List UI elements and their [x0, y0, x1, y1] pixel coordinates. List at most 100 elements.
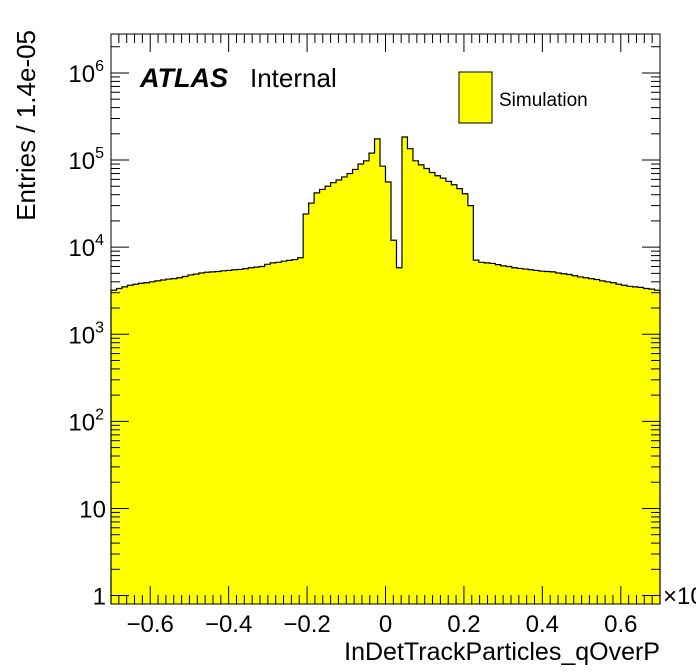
histogram-bin: [275, 262, 282, 604]
y-tick-label: 102: [68, 406, 104, 436]
x-axis-multiplier: ×10: [663, 583, 696, 610]
plot-area: [110, 136, 661, 605]
histogram-bin: [522, 269, 529, 604]
histogram-bin: [638, 287, 645, 604]
histogram-bin: [248, 267, 255, 604]
histogram-bin: [649, 289, 656, 604]
histogram-bin: [149, 281, 156, 604]
histogram-bin: [621, 285, 628, 604]
histogram-bin: [319, 189, 326, 604]
histogram-bin: [610, 282, 617, 604]
histogram-bin: [182, 276, 189, 604]
histogram-bin: [566, 274, 573, 604]
axes: −0.6 −0.4 −0.2 0 0.2 0.4 0.6 1 10 102 103 104 105 106: [68, 33, 661, 638]
histogram-bin: [286, 260, 293, 604]
histogram-bin: [363, 160, 370, 604]
histogram-bin: [308, 203, 315, 605]
histogram-bin: [143, 282, 151, 604]
y-tick-label: 105: [68, 145, 104, 175]
histogram-bin: [352, 169, 359, 604]
histogram-bin: [121, 286, 129, 604]
histogram-bin: [511, 267, 518, 604]
histogram-bin: [242, 268, 249, 604]
histogram-bin: [500, 265, 507, 604]
histogram-bin: [583, 277, 590, 604]
histogram-bin: [303, 214, 310, 604]
y-tick-label: 103: [68, 319, 104, 349]
y-tick-label: 104: [68, 232, 104, 262]
histogram-bin: [528, 269, 535, 604]
histogram-bin: [484, 262, 491, 604]
histogram-bin: [336, 180, 343, 604]
histogram-bin: [539, 271, 546, 604]
histogram-bin: [226, 270, 233, 604]
atlas-status-label: Internal: [250, 63, 337, 93]
histogram-bin: [341, 176, 348, 604]
histogram-bin: [385, 181, 392, 604]
histogram-bin: [347, 173, 354, 604]
histogram-bin: [577, 276, 584, 604]
legend-label: Simulation: [499, 90, 588, 111]
histogram-bin: [440, 178, 447, 604]
histogram-bin: [544, 271, 551, 604]
histogram-bin: [220, 270, 227, 604]
histogram-bin: [506, 266, 513, 604]
histogram-bin: [412, 160, 420, 604]
x-tick-label: −0.2: [283, 611, 330, 638]
histogram-bin: [270, 262, 277, 604]
histogram-bin: [380, 166, 387, 604]
histogram-bin: [489, 263, 496, 604]
histogram-bin: [616, 284, 623, 604]
histogram-bin: [533, 270, 540, 604]
histogram-bin: [187, 274, 194, 604]
histogram-bin: [358, 164, 365, 605]
histogram-bin: [204, 272, 211, 604]
y-tick-label: 1: [93, 584, 106, 611]
histogram-bin: [588, 278, 595, 604]
histogram-bin: [198, 272, 205, 604]
histogram-bin: [369, 153, 376, 605]
histogram-bin: [193, 274, 200, 604]
histogram-bin: [138, 283, 145, 604]
x-axis-title: InDetTrackParticles_qOverP: [344, 638, 660, 666]
histogram-bin: [473, 260, 480, 604]
y-tick-label: 10: [79, 496, 106, 523]
histogram-bin: [325, 186, 332, 604]
histogram-bin: [259, 266, 266, 604]
x-tick-label: 0.2: [447, 611, 480, 638]
histogram-bin: [429, 172, 436, 605]
histogram-bin: [231, 269, 238, 604]
histogram-bin: [127, 285, 134, 604]
histogram-bin: [605, 281, 612, 604]
histogram-bin: [478, 262, 485, 604]
histogram-bin: [237, 269, 244, 604]
histogram-bin: [517, 268, 524, 604]
x-tick-label: −0.4: [205, 611, 252, 638]
histogram-bin: [561, 273, 568, 604]
histogram-bin: [171, 278, 178, 604]
histogram-bin: [132, 284, 140, 604]
histogram-bin: [445, 181, 452, 604]
atlas-label: ATLAS: [139, 63, 228, 93]
histogram-bin: [215, 271, 222, 604]
x-tick-label: 0: [379, 611, 392, 638]
histogram-bin: [390, 240, 398, 604]
histogram-bin: [330, 182, 337, 604]
histogram-bin: [643, 288, 650, 604]
histogram-bin: [396, 267, 403, 604]
histogram-bin: [116, 288, 123, 604]
histogram-bin: [451, 184, 458, 604]
y-tick-label: 106: [68, 58, 104, 88]
histogram-bin: [209, 271, 216, 604]
histogram-bin: [160, 279, 167, 604]
histogram-bin: [154, 280, 162, 604]
histogram-bin: [418, 164, 425, 604]
histogram-bin: [627, 286, 634, 604]
histogram-bin: [314, 192, 321, 604]
x-tick-label: −0.6: [127, 611, 174, 638]
histogram-bin: [407, 148, 414, 604]
histogram-bin: [297, 257, 304, 604]
histogram-bin: [599, 280, 606, 604]
histogram-outline: [110, 136, 661, 604]
